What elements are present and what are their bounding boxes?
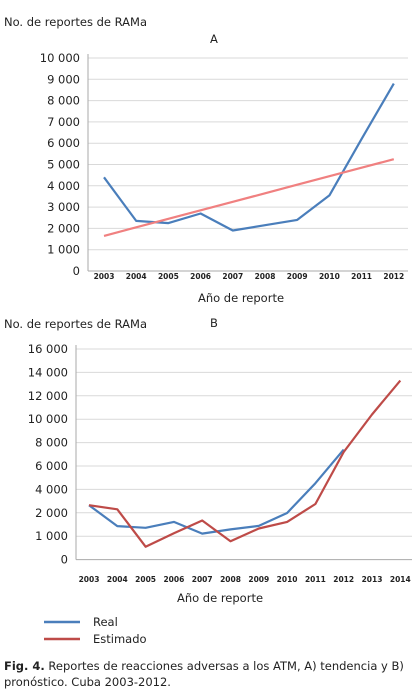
- y-tick-label: 4 000: [47, 179, 80, 193]
- x-tick-label: 2013: [362, 575, 383, 584]
- figure-canvas: No. de reportes de RAMa A 0 1 000 2 000 3 0…: [4, 15, 412, 646]
- chart-b-legend: Real Estimado: [44, 615, 147, 646]
- chart-a-gridlines: [87, 54, 408, 272]
- x-tick-label: 2010: [319, 272, 340, 281]
- chart-a-panel-label: A: [210, 32, 218, 46]
- chart-a-x-ticks: 2003 2004 2005 2006 2007 2008 2009 2010 2011 2012: [94, 272, 405, 281]
- x-tick-label: 2012: [333, 575, 354, 584]
- chart-b-xlabel: Año de reporte: [177, 591, 263, 605]
- y-tick-label: 3 000: [47, 200, 80, 214]
- x-tick-label: 2010: [277, 575, 298, 584]
- x-tick-label: 2004: [107, 575, 128, 584]
- chart-a: No. de reportes de RAMa A 0 1 000 2 000 3 0…: [4, 15, 408, 305]
- x-tick-label: 2014: [390, 575, 411, 584]
- y-tick-label: 2 000: [35, 506, 68, 520]
- chart-b-y-ticks: 0 1 000 2 000 4 000 6 000 8 000 10 000 12 000 14…: [28, 342, 68, 567]
- x-tick-label: 2005: [135, 575, 156, 584]
- y-tick-label: 4 000: [35, 482, 68, 496]
- y-tick-label: 9 000: [47, 72, 80, 86]
- caption-text: Reportes de reacciones adversas a los AT…: [4, 659, 404, 689]
- x-tick-label: 2005: [158, 272, 179, 281]
- y-tick-label: 5 000: [47, 158, 80, 172]
- chart-a-y-ticks: 0 1 000 2 000 3 000 4 000 5 000 6 000 7 000 8 00…: [40, 51, 80, 278]
- chart-b-lines: [88, 379, 402, 548]
- x-tick-label: 2009: [248, 575, 269, 584]
- y-tick-label: 12 000: [28, 389, 68, 403]
- x-tick-label: 2012: [383, 272, 404, 281]
- y-tick-label: 10 000: [28, 412, 68, 426]
- x-tick-label: 2003: [94, 272, 115, 281]
- figure-caption: Fig. 4. Reportes de reacciones adversas …: [4, 658, 416, 690]
- chart-a-lines: [103, 83, 395, 237]
- x-tick-label: 2007: [192, 575, 213, 584]
- caption-label: Fig. 4.: [4, 659, 45, 673]
- x-tick-label: 2008: [255, 272, 276, 281]
- legend-label-estimado: Estimado: [93, 632, 147, 646]
- x-tick-label: 2007: [222, 272, 243, 281]
- y-tick-label: 7 000: [47, 115, 80, 129]
- x-tick-label: 2008: [220, 575, 241, 584]
- chart-a-xlabel: Año de reporte: [198, 291, 284, 305]
- chart-b: No. de reportes de RAMa B 0 1 000 2 000 4 0…: [4, 316, 412, 646]
- y-tick-label: 2 000: [47, 221, 80, 235]
- x-tick-label: 2006: [190, 272, 211, 281]
- x-tick-label: 2003: [79, 575, 100, 584]
- y-tick-label: 14 000: [28, 365, 68, 379]
- legend-label-real: Real: [93, 615, 118, 629]
- y-tick-label: 1 000: [47, 243, 80, 257]
- x-tick-label: 2006: [163, 575, 184, 584]
- x-tick-label: 2011: [305, 575, 326, 584]
- series-line-0: [103, 83, 395, 232]
- y-tick-label: 6 000: [47, 136, 80, 150]
- chart-a-ylabel: No. de reportes de RAMa: [4, 15, 147, 29]
- x-tick-label: 2011: [351, 272, 372, 281]
- x-tick-label: 2004: [126, 272, 147, 281]
- series-line-1: [88, 379, 402, 548]
- y-tick-label: 10 000: [40, 51, 80, 65]
- y-tick-label: 0: [61, 553, 68, 567]
- chart-b-x-ticks: 2003 2004 2005 2006 2007 2008 2009 2010 2011 2012…: [79, 575, 411, 584]
- y-tick-label: 0: [73, 264, 80, 278]
- x-tick-label: 2009: [287, 272, 308, 281]
- y-tick-label: 6 000: [35, 459, 68, 473]
- y-tick-label: 8 000: [47, 94, 80, 108]
- y-tick-label: 16 000: [28, 342, 68, 356]
- y-tick-label: 1 000: [35, 529, 68, 543]
- chart-b-ylabel: No. de reportes de RAMa: [4, 317, 147, 331]
- y-tick-label: 8 000: [35, 436, 68, 450]
- series-line-1: [103, 158, 395, 237]
- chart-b-panel-label: B: [210, 316, 218, 330]
